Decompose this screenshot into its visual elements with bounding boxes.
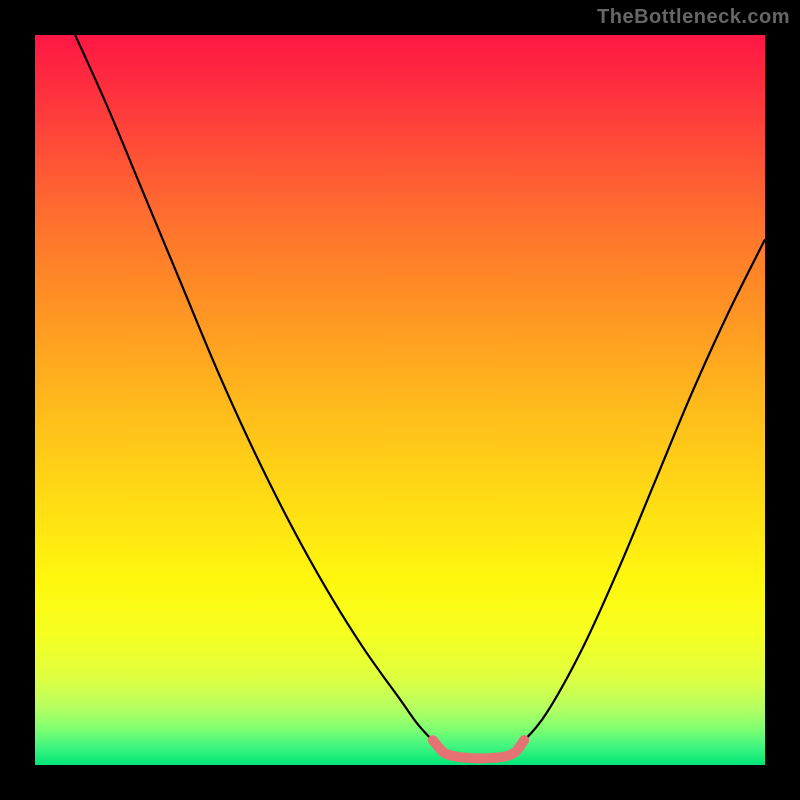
chart-container: TheBottleneck.com — [0, 0, 800, 800]
plot-area — [35, 35, 765, 765]
optimal-range-highlight — [433, 740, 524, 758]
watermark-text: TheBottleneck.com — [597, 6, 790, 29]
bottleneck-curve-left — [75, 35, 436, 745]
curve-layer — [35, 35, 765, 765]
bottleneck-curve-right — [520, 239, 765, 744]
